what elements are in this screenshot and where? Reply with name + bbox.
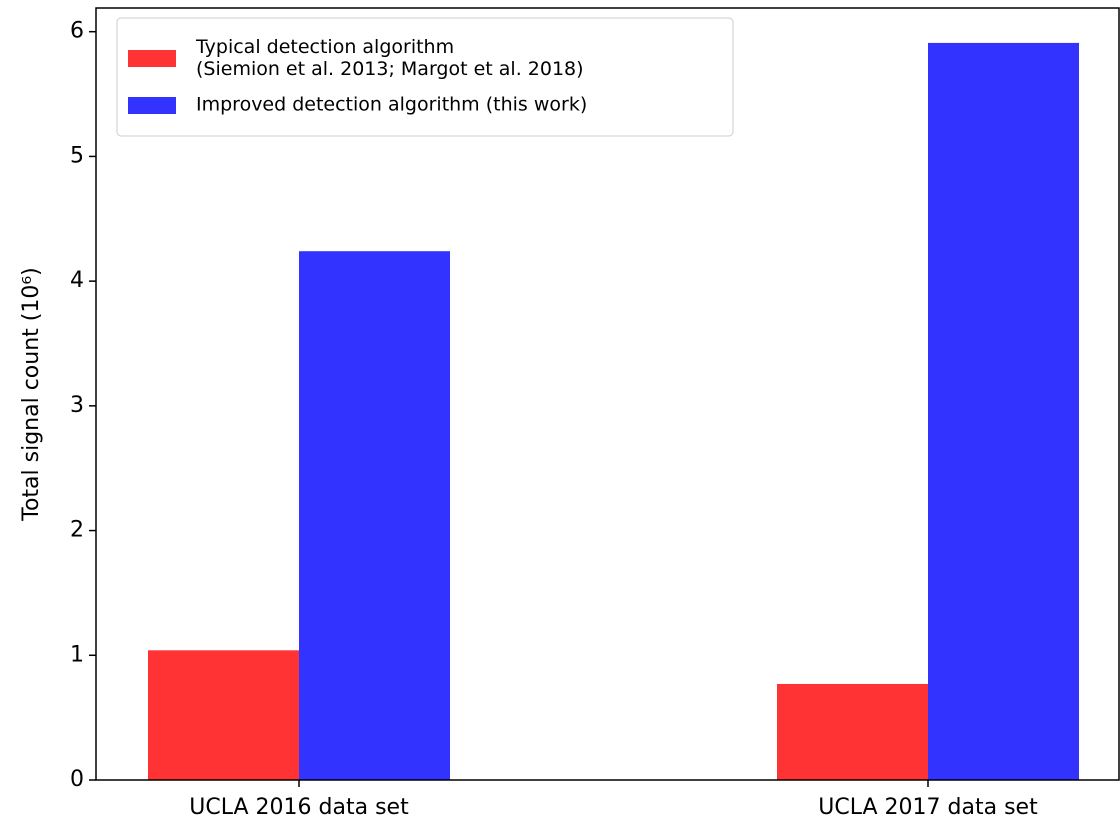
y-tick-label: 1: [70, 642, 84, 667]
y-tick-label: 5: [70, 143, 84, 168]
y-tick-label: 0: [70, 767, 84, 792]
legend-label: Typical detection algorithm (Siemion et a…: [195, 36, 584, 80]
legend-label: Improved detection algorithm (this work): [196, 94, 587, 116]
bar: [928, 42, 1079, 781]
y-tick-label: 3: [70, 393, 84, 418]
legend-box: [116, 17, 734, 137]
legend-swatch: [128, 50, 176, 67]
bar: [777, 683, 928, 780]
bar: [299, 251, 450, 780]
y-tick-label: 4: [70, 268, 84, 293]
y-tick-label: 2: [70, 518, 84, 543]
x-tick-label: UCLA 2017 data set: [818, 795, 1038, 820]
y-tick-label: 6: [70, 19, 84, 44]
y-axis-label: Total signal count (10⁶): [19, 267, 44, 521]
x-tick-label: UCLA 2016 data set: [189, 795, 409, 820]
bar: [148, 650, 299, 780]
legend-swatch: [128, 97, 176, 114]
plot-frame: [95, 7, 1120, 781]
